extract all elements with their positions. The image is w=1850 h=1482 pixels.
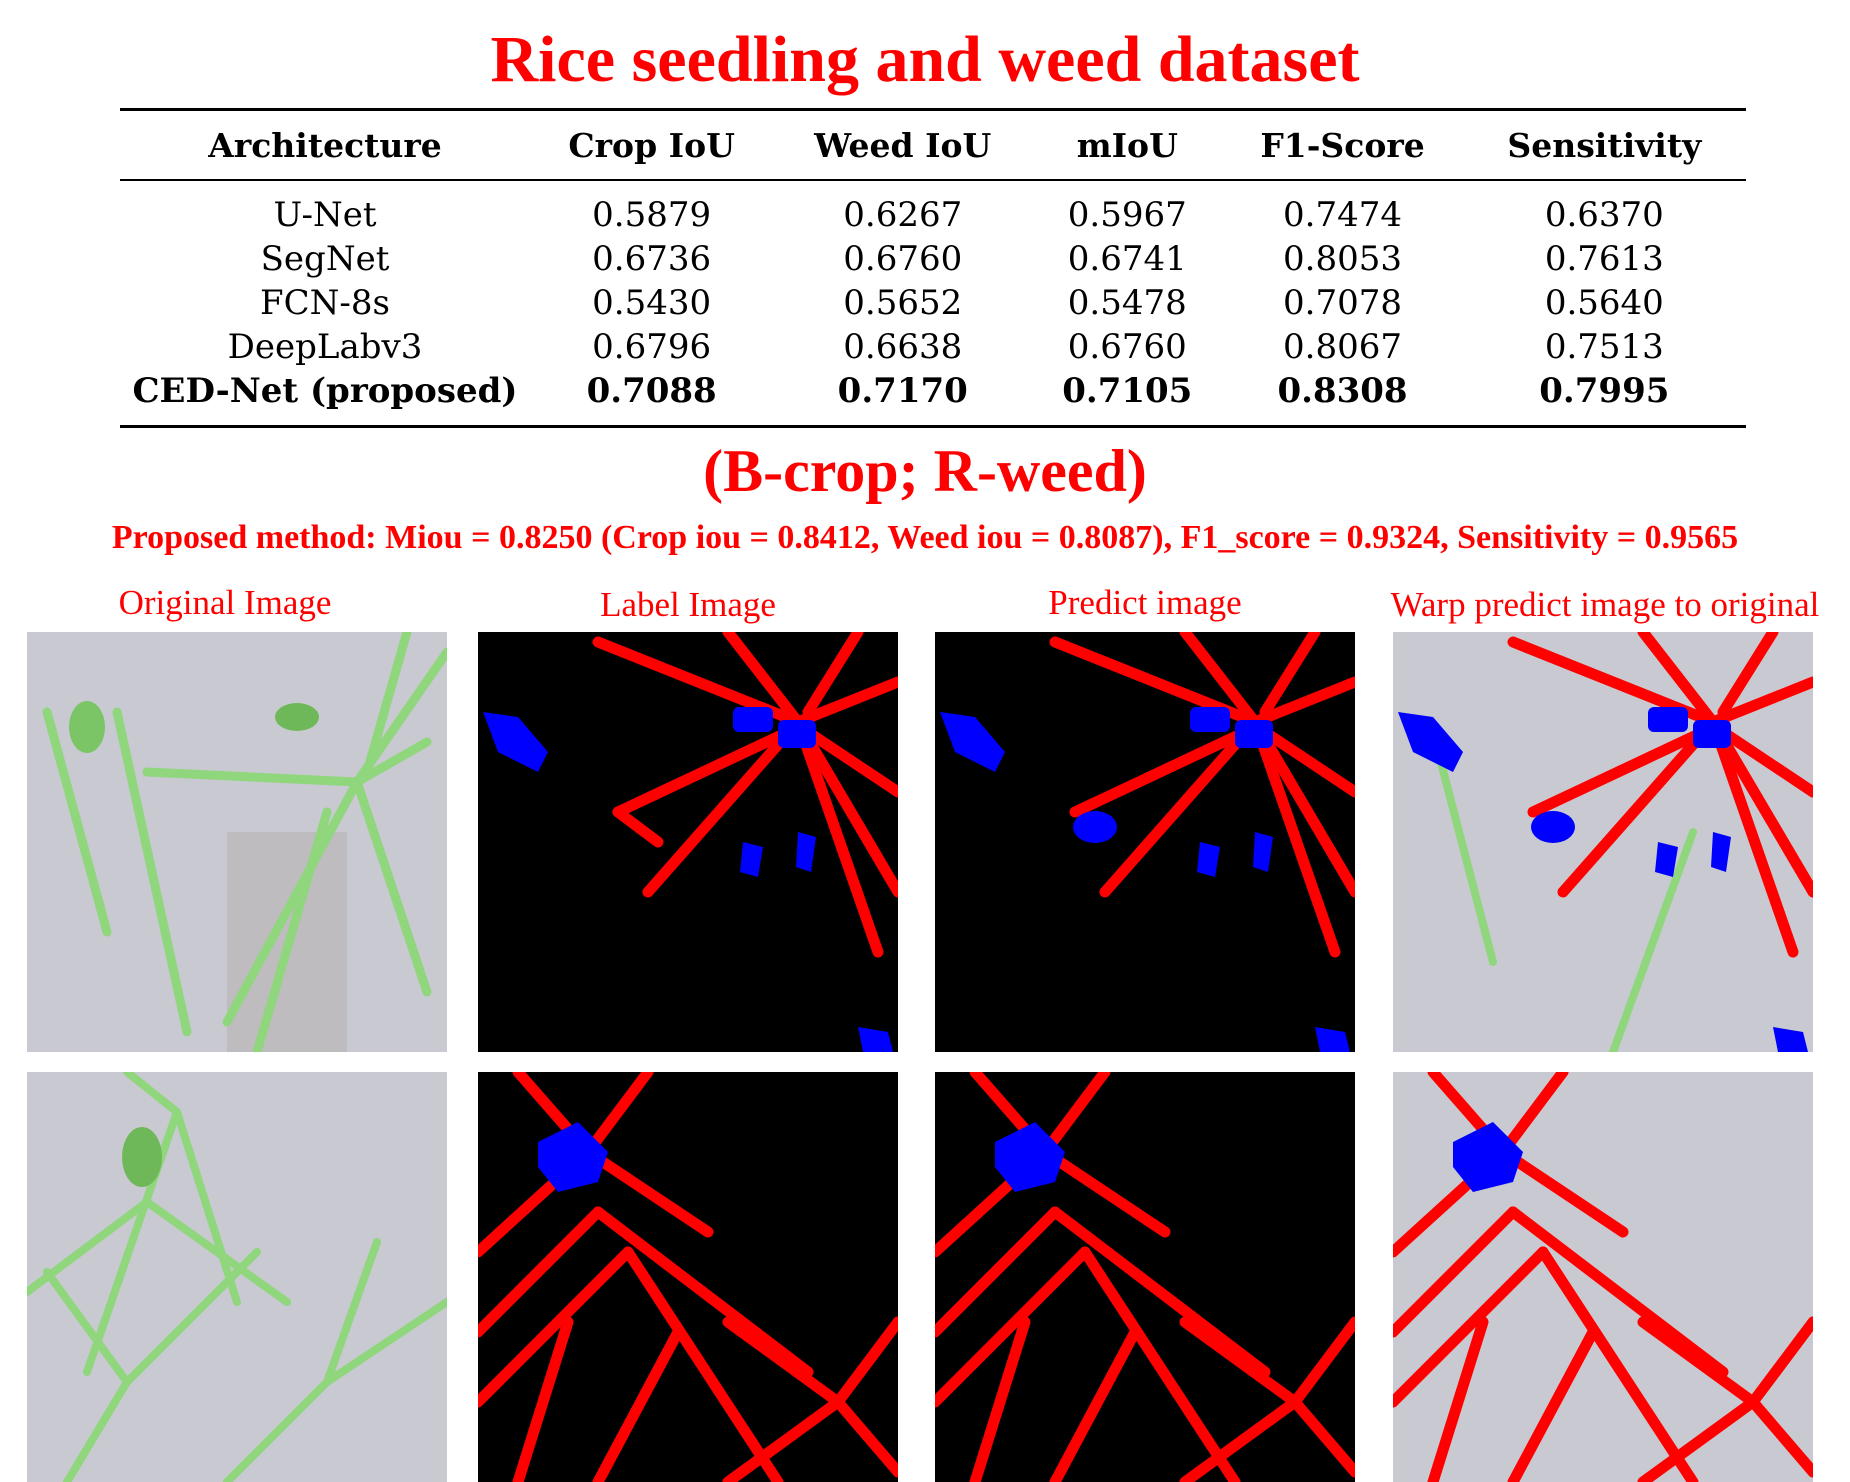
cell-sensitivity: 0.7995	[1539, 371, 1670, 411]
cell-f1-score: 0.7474	[1283, 195, 1402, 235]
cell-weed-iou: 0.6638	[843, 327, 963, 367]
header-weed-iou: Weed IoU	[814, 125, 992, 165]
warp-image-2	[1393, 1072, 1813, 1482]
cell-miou: 0.5478	[1067, 283, 1187, 323]
cell-architecture: FCN-8s	[260, 283, 390, 323]
cell-architecture: DeepLabv3	[227, 327, 423, 367]
cell-crop-iou: 0.6736	[592, 239, 712, 279]
cell-sensitivity: 0.7613	[1544, 239, 1664, 279]
header-architecture: Architecture	[208, 125, 442, 165]
table-row: FCN-8s 0.5430 0.5652 0.5478 0.7078 0.564…	[120, 281, 1746, 325]
cell-sensitivity: 0.5640	[1544, 283, 1664, 323]
cell-crop-iou: 0.6796	[592, 327, 712, 367]
cell-sensitivity: 0.7513	[1544, 327, 1664, 367]
cell-weed-iou: 0.5652	[843, 283, 963, 323]
cell-architecture: SegNet	[260, 239, 390, 279]
header-f1-score: F1-Score	[1260, 125, 1425, 165]
cell-weed-iou: 0.6267	[843, 195, 963, 235]
proposed-method-summary: Proposed method: Miou = 0.8250 (Crop iou…	[111, 519, 1739, 556]
cell-miou: 0.7105	[1062, 371, 1193, 411]
predict-image-2	[935, 1072, 1355, 1482]
table-row: U-Net 0.5879 0.6267 0.5967 0.7474 0.6370	[120, 180, 1746, 237]
original-image-1	[27, 632, 447, 1052]
column-label-original: Original Image	[118, 583, 332, 622]
cell-miou: 0.5967	[1067, 195, 1187, 235]
header-crop-iou: Crop IoU	[568, 125, 735, 165]
column-label-warp: Warp predict image to original	[1390, 585, 1820, 624]
column-label-label: Label Image	[600, 585, 776, 624]
results-table: Architecture Crop IoU Weed IoU mIoU F1-S…	[120, 108, 1746, 428]
cell-f1-score: 0.8053	[1283, 239, 1402, 279]
table-row-proposed: CED-Net (proposed) 0.7088 0.7170 0.7105 …	[120, 369, 1746, 427]
cell-crop-iou: 0.5430	[592, 283, 712, 323]
warp-image-1	[1393, 632, 1813, 1052]
label-image-2	[478, 1072, 898, 1482]
label-image-1	[478, 632, 898, 1052]
figure-title: Rice seedling and weed dataset	[490, 23, 1360, 96]
cell-miou: 0.6741	[1067, 239, 1187, 279]
table-row: DeepLabv3 0.6796 0.6638 0.6760 0.8067 0.…	[120, 325, 1746, 369]
cell-crop-iou: 0.5879	[592, 195, 712, 235]
cell-weed-iou: 0.6760	[843, 239, 963, 279]
cell-f1-score: 0.7078	[1283, 283, 1402, 323]
header-sensitivity: Sensitivity	[1507, 125, 1702, 165]
cell-f1-score: 0.8067	[1283, 327, 1402, 367]
original-image-2	[27, 1072, 447, 1482]
cell-f1-score: 0.8308	[1277, 371, 1408, 411]
cell-miou: 0.6760	[1067, 327, 1187, 367]
legend-subtitle: (B-crop; R-weed)	[703, 438, 1147, 504]
cell-architecture: U-Net	[273, 195, 377, 235]
cell-crop-iou: 0.7088	[586, 371, 717, 411]
table-header-row: Architecture Crop IoU Weed IoU mIoU F1-S…	[120, 109, 1746, 180]
table-row: SegNet 0.6736 0.6760 0.6741 0.8053 0.761…	[120, 237, 1746, 281]
cell-weed-iou: 0.7170	[837, 371, 968, 411]
predict-image-1	[935, 632, 1355, 1052]
cell-architecture: CED-Net (proposed)	[132, 371, 518, 411]
column-label-predict: Predict image	[1048, 583, 1242, 622]
cell-sensitivity: 0.6370	[1544, 195, 1664, 235]
header-miou: mIoU	[1076, 125, 1178, 165]
